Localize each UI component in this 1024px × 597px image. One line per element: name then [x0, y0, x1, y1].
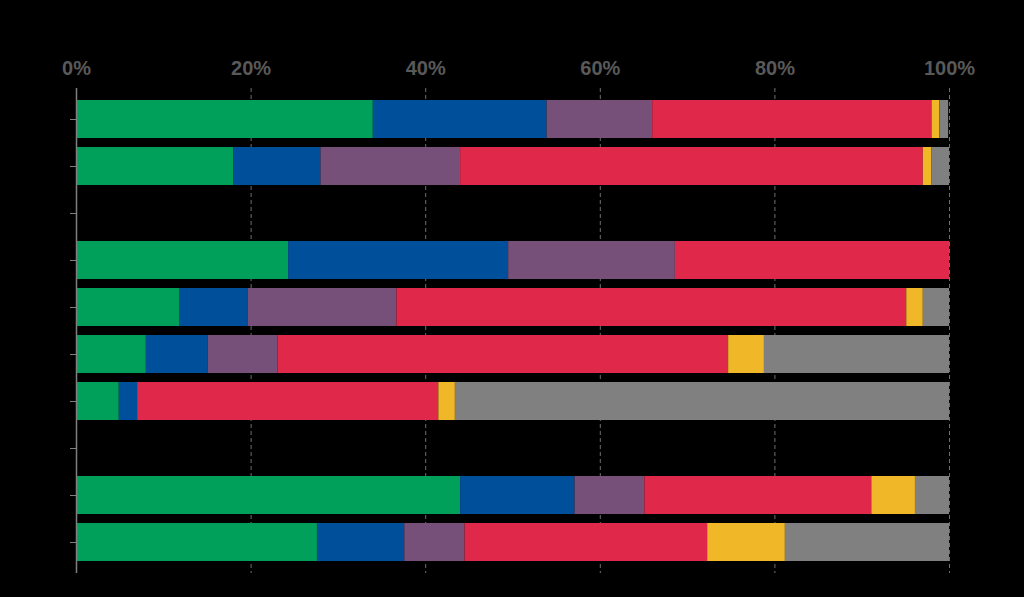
- svg-text:80%: 80%: [755, 57, 795, 79]
- svg-text:20%: 20%: [231, 57, 271, 79]
- svg-text:40%: 40%: [406, 57, 446, 79]
- svg-text:100%: 100%: [924, 57, 975, 79]
- svg-text:0%: 0%: [62, 57, 91, 79]
- svg-text:60%: 60%: [580, 57, 620, 79]
